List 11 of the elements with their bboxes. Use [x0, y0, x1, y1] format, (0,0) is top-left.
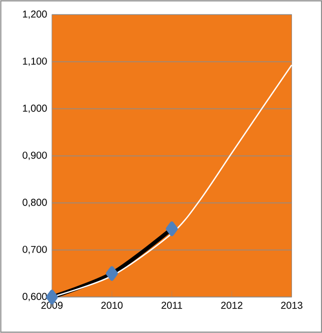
x-tick-label: 2013 [280, 302, 302, 309]
x-tick-label: 2012 [220, 302, 242, 309]
y-tick-label: 1,200 [22, 10, 47, 19]
y-tick-label: 0,900 [22, 152, 47, 160]
y-tick-label: 1,100 [22, 58, 47, 66]
y-tick-label: 0,800 [22, 198, 47, 208]
x-tick-label: 2011 [161, 302, 182, 309]
x-tick-label: 2010 [101, 302, 122, 309]
y-tick-label: 1,000 [22, 104, 47, 113]
y-tick-label: 0,600 [22, 292, 47, 302]
y-tick-label: 0,700 [22, 246, 47, 254]
